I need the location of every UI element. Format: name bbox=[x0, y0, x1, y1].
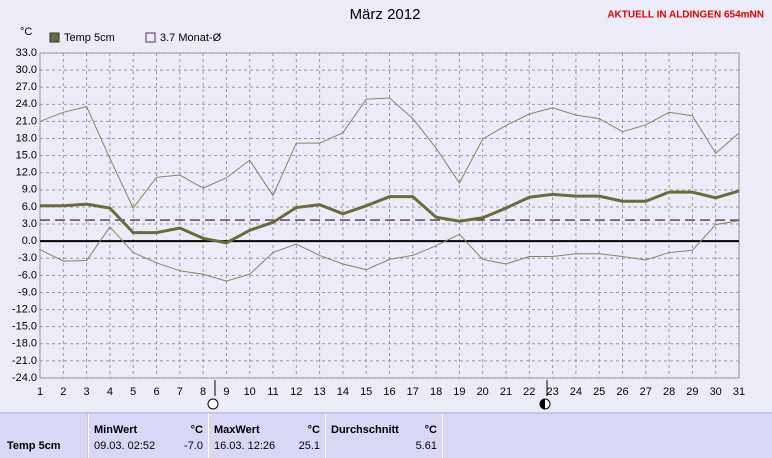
y-tick-label: -21.0 bbox=[12, 355, 37, 367]
cell-value: -7.0 bbox=[184, 440, 203, 452]
row-header: Temp 5cm bbox=[0, 414, 87, 458]
y-tick-label: -18.0 bbox=[12, 338, 37, 350]
chart-title: März 2012 bbox=[350, 6, 421, 23]
legend-swatch bbox=[49, 32, 60, 43]
y-tick-label: 33.0 bbox=[16, 47, 37, 59]
x-tick-label: 9 bbox=[223, 386, 229, 398]
y-tick-label: 21.0 bbox=[16, 115, 37, 127]
cell-title: MaxWert bbox=[214, 424, 260, 436]
x-tick-label: 10 bbox=[244, 386, 256, 398]
y-tick-label: 27.0 bbox=[16, 81, 37, 93]
x-tick-label: 23 bbox=[546, 386, 558, 398]
y-tick-label: 6.0 bbox=[22, 201, 37, 213]
cell-unit: °C bbox=[424, 424, 437, 436]
table-cell: Durchschnitt °C 5.61 bbox=[325, 414, 442, 458]
x-tick-label: 28 bbox=[663, 386, 675, 398]
moon-icon bbox=[207, 398, 219, 410]
y-tick-label: -12.0 bbox=[12, 303, 37, 315]
y-tick-label: 0.0 bbox=[22, 235, 37, 247]
x-tick-label: 29 bbox=[686, 386, 698, 398]
table-cell: MaxWert °C 16.03. 12:26 25.1 bbox=[208, 414, 325, 458]
x-tick-label: 26 bbox=[616, 386, 628, 398]
legend-label: Temp 5cm bbox=[64, 32, 115, 44]
x-tick-label: 13 bbox=[313, 386, 325, 398]
x-tick-label: 22 bbox=[523, 386, 535, 398]
y-tick-label: 9.0 bbox=[22, 184, 37, 196]
y-axis-label: °C bbox=[20, 26, 32, 38]
y-tick-label: 24.0 bbox=[16, 98, 37, 110]
y-tick-label: 18.0 bbox=[16, 132, 37, 144]
row-label: Temp 5cm bbox=[7, 440, 61, 452]
x-tick-label: 1 bbox=[37, 386, 43, 398]
cell-value: 5.61 bbox=[415, 440, 437, 452]
x-tick-label: 25 bbox=[593, 386, 605, 398]
x-tick-label: 21 bbox=[500, 386, 512, 398]
x-tick-label: 5 bbox=[130, 386, 136, 398]
y-tick-label: -3.0 bbox=[18, 252, 37, 264]
y-tick-label: -6.0 bbox=[18, 269, 37, 281]
y-tick-label: 30.0 bbox=[16, 64, 37, 76]
y-tick-label: -24.0 bbox=[12, 372, 37, 384]
cell-value: 25.1 bbox=[298, 440, 320, 452]
cell-title: MinWert bbox=[94, 424, 138, 436]
x-tick-label: 6 bbox=[153, 386, 159, 398]
cell-time: 09.03. 02:52 bbox=[94, 440, 156, 452]
x-tick-label: 7 bbox=[177, 386, 183, 398]
x-tick-label: 16 bbox=[383, 386, 395, 398]
x-tick-label: 11 bbox=[267, 386, 278, 398]
y-tick-label: -9.0 bbox=[18, 286, 37, 298]
x-tick-label: 12 bbox=[290, 386, 302, 398]
station-label: AKTUELL IN ALDINGEN 654mNN bbox=[607, 10, 764, 21]
x-tick-label: 8 bbox=[200, 386, 206, 398]
summary-table: Temp 5cm MinWert °C 09.03. 02:52 -7.0 MaxWer… bbox=[0, 412, 772, 458]
series-line bbox=[39, 220, 740, 282]
x-tick-label: 19 bbox=[453, 386, 465, 398]
cell-unit: °C bbox=[307, 424, 320, 436]
table-cell: MinWert °C 09.03. 02:52 -7.0 bbox=[88, 414, 208, 458]
x-tick-label: 2 bbox=[60, 386, 66, 398]
x-tick-label: 4 bbox=[107, 386, 113, 398]
y-tick-label: -15.0 bbox=[12, 321, 37, 333]
x-tick-label: 14 bbox=[337, 386, 349, 398]
legend-swatch bbox=[145, 32, 156, 43]
cell-time: 16.03. 12:26 bbox=[214, 440, 276, 452]
x-tick-label: 17 bbox=[407, 386, 419, 398]
x-tick-label: 20 bbox=[477, 386, 489, 398]
chart: März 2012 AKTUELL IN ALDINGEN 654mNN °C … bbox=[12, 6, 764, 410]
series-line bbox=[39, 97, 740, 210]
y-tick-label: 15.0 bbox=[16, 150, 37, 162]
x-tick-label: 3 bbox=[84, 386, 90, 398]
x-tick-label: 30 bbox=[710, 386, 722, 398]
table-cell bbox=[442, 414, 772, 458]
x-tick-label: 15 bbox=[360, 386, 372, 398]
series-line bbox=[40, 189, 740, 245]
x-tick-label: 24 bbox=[570, 386, 582, 398]
y-tick-label: 3.0 bbox=[22, 218, 37, 230]
cell-title: Durchschnitt bbox=[331, 424, 399, 436]
x-tick-label: 18 bbox=[430, 386, 442, 398]
cell-unit: °C bbox=[190, 424, 203, 436]
legend-label: 3.7 Monat-Ø bbox=[160, 32, 222, 44]
y-tick-label: 12.0 bbox=[16, 167, 37, 179]
x-tick-label: 27 bbox=[640, 386, 652, 398]
moon-icon bbox=[540, 399, 545, 409]
x-tick-label: 31 bbox=[733, 386, 745, 398]
